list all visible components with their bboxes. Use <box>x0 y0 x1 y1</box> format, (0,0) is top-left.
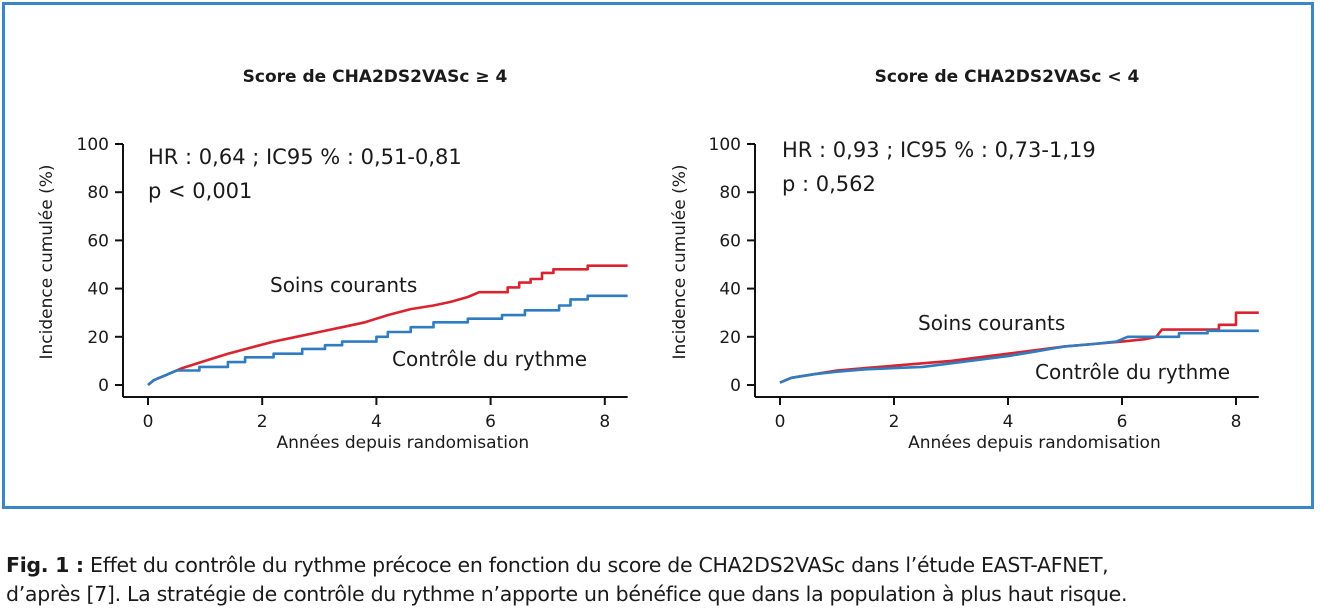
series-label-controle-du-rythme: Contrôle du rythme <box>1035 360 1230 384</box>
p-value-annotation: p : 0,562 <box>782 172 876 196</box>
y-tick-label: 100 <box>709 135 741 155</box>
p-value-annotation: p < 0,001 <box>148 179 252 203</box>
x-tick-label: 8 <box>599 412 610 432</box>
x-tick-label: 0 <box>143 412 154 432</box>
y-axis-label: Incidence cumulée (%) <box>670 164 690 359</box>
x-tick-label: 2 <box>257 412 268 432</box>
y-tick-label: 0 <box>98 376 109 396</box>
x-tick-label: 2 <box>889 412 900 432</box>
figure-frame <box>2 2 1314 509</box>
caption-line1: Effet du contrôle du rythme précoce en f… <box>83 553 1109 577</box>
caption-line2: d’après [7]. La stratégie de contrôle du… <box>6 582 1128 606</box>
y-tick-label: 80 <box>87 183 109 203</box>
series-label-soins-courants: Soins courants <box>918 311 1065 335</box>
y-tick-label: 20 <box>719 328 741 348</box>
series-line-soins-courants <box>147 264 628 386</box>
hazard-ratio-annotation: HR : 0,93 ; IC95 % : 0,73-1,19 <box>782 138 1096 162</box>
series-label-soins-courants: Soins courants <box>270 273 417 297</box>
y-tick-label: 40 <box>719 280 741 300</box>
y-tick-label: 20 <box>87 328 109 348</box>
figure-caption: Fig. 1 : Effet du contrôle du rythme pré… <box>6 551 1316 609</box>
y-tick-label: 60 <box>719 231 741 251</box>
y-axis-label: Incidence cumulée (%) <box>37 164 57 359</box>
series-line-controle-du-rythme <box>779 329 1259 384</box>
y-tick-label: 0 <box>730 376 741 396</box>
x-tick-label: 6 <box>485 412 496 432</box>
x-axis-label: Années depuis randomisation <box>908 433 1161 453</box>
chart-title: Score de CHA2DS2VASc < 4 <box>875 67 1140 87</box>
x-tick-label: 4 <box>1003 412 1014 432</box>
x-tick-label: 8 <box>1231 412 1242 432</box>
caption-label: Fig. 1 : <box>6 553 84 577</box>
series-line-controle-du-rythme <box>147 294 628 386</box>
y-tick-label: 40 <box>87 280 109 300</box>
x-tick-label: 6 <box>1117 412 1128 432</box>
x-tick-label: 0 <box>775 412 786 432</box>
y-tick-label: 80 <box>719 183 741 203</box>
series-label-controle-du-rythme: Contrôle du rythme <box>392 347 587 371</box>
x-axis-label: Années depuis randomisation <box>276 433 529 453</box>
chart-title: Score de CHA2DS2VASc ≥ 4 <box>243 67 508 87</box>
y-tick-label: 60 <box>87 231 109 251</box>
hazard-ratio-annotation: HR : 0,64 ; IC95 % : 0,51-0,81 <box>148 145 462 169</box>
x-tick-label: 4 <box>371 412 382 432</box>
y-tick-label: 100 <box>77 135 109 155</box>
